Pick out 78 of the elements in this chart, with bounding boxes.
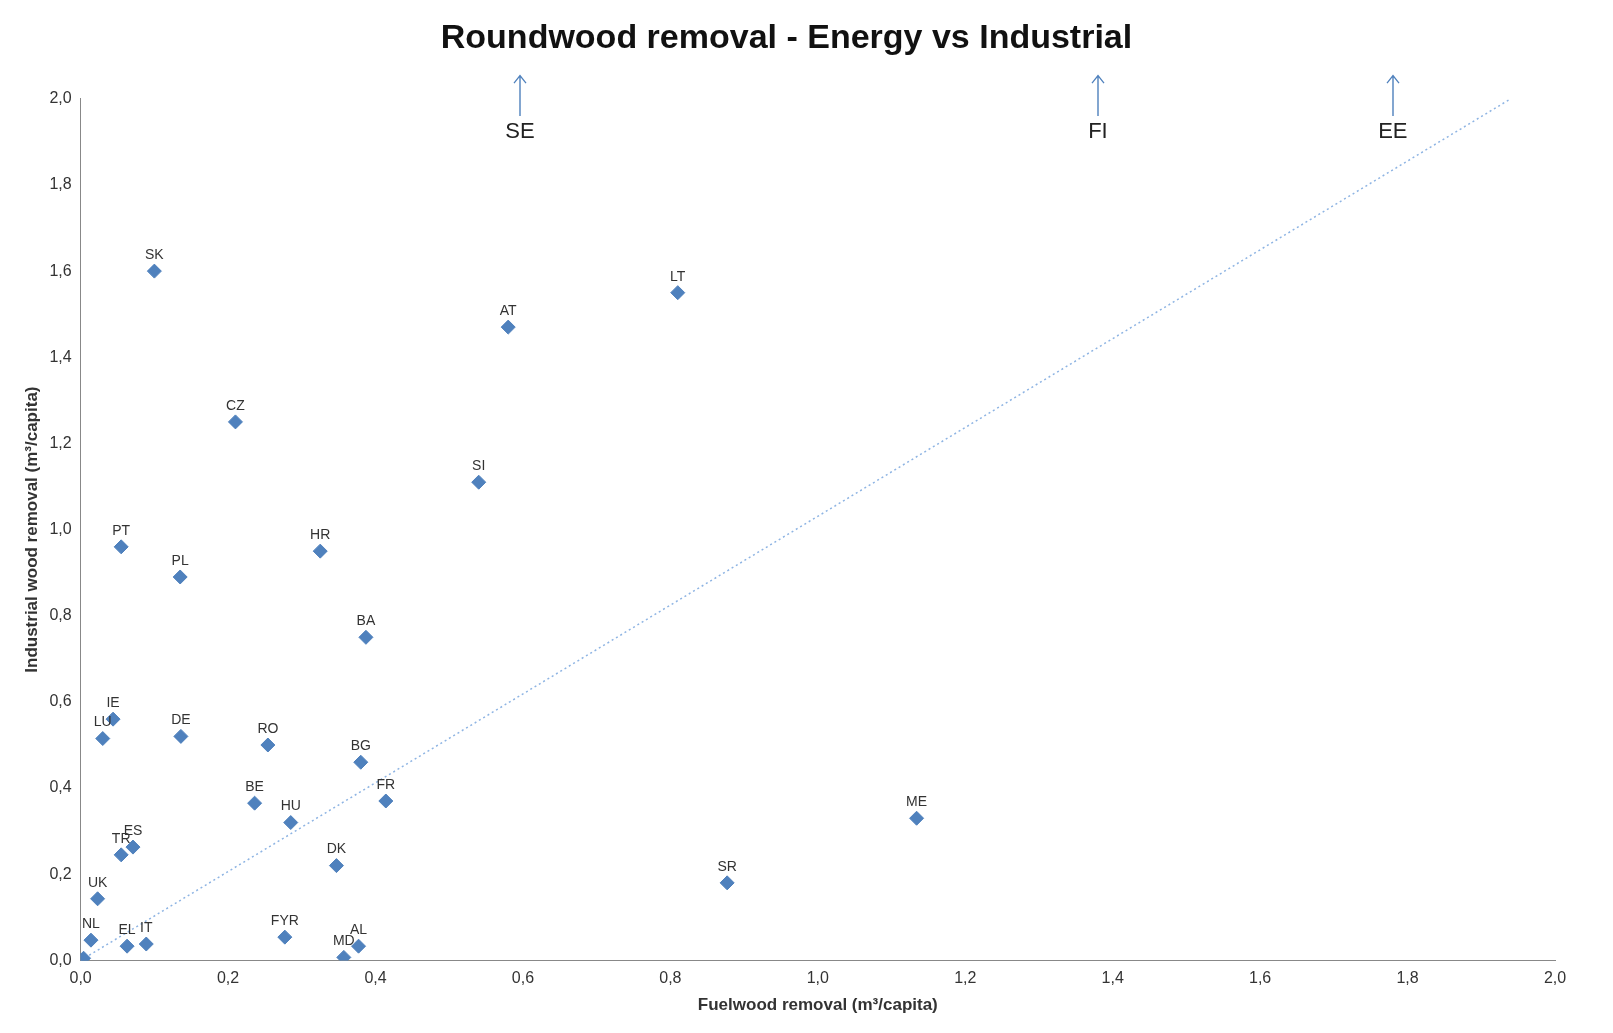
point [119, 938, 135, 954]
x-tick-label: 0,6 [511, 969, 535, 987]
point [670, 285, 686, 301]
data-label: AT [499, 301, 518, 318]
point [227, 414, 243, 430]
x-tick-label: 0,0 [69, 969, 92, 987]
point [358, 629, 374, 645]
x-tick-label: 1,4 [1101, 969, 1124, 987]
data-label: BG [350, 737, 371, 754]
x-tick-label: 0,4 [364, 969, 387, 987]
x-tick-label: 1,8 [1396, 969, 1419, 987]
data-label: IE [106, 694, 120, 711]
data-label: DE [171, 711, 191, 728]
data-label: NL [82, 915, 101, 932]
data-label: ME [906, 793, 928, 810]
y-tick-label: 1,8 [49, 175, 72, 193]
point [113, 847, 129, 863]
point [247, 795, 263, 811]
y-tick-label: 1,6 [49, 261, 72, 279]
x-tick-label: 1,6 [1249, 969, 1272, 987]
chart-title: Roundwood removal - Energy vs Industrial [440, 16, 1133, 55]
y-tick-label: 1,4 [49, 347, 72, 365]
point [312, 543, 328, 559]
y-tick-label: 1,2 [49, 433, 72, 451]
data-label: LU [93, 713, 112, 730]
data-label: FYR [270, 912, 299, 928]
point [328, 858, 344, 874]
data-label: HR [310, 526, 331, 542]
data-label: SR [717, 857, 737, 874]
data-label: SK [145, 245, 165, 262]
x-tick-label: 2,0 [1543, 969, 1567, 987]
data-label: PL [171, 551, 189, 568]
data-label: BE [245, 778, 264, 795]
data-label: FR [376, 775, 396, 792]
point [113, 539, 129, 555]
data-label: RO [257, 719, 279, 736]
point [471, 474, 487, 490]
x-tick-label: 0,8 [659, 969, 682, 987]
x-tick-label: 1,0 [806, 969, 830, 987]
annotation: SE [505, 117, 535, 143]
y-tick-label: 0,8 [49, 606, 72, 624]
data-label: PT [112, 521, 131, 538]
point [173, 728, 189, 744]
data-label: SI [472, 457, 486, 474]
data-label: HU [280, 797, 301, 814]
point [260, 737, 276, 753]
point [90, 891, 106, 907]
y-tick-label: 0,0 [49, 950, 72, 968]
annotation: FI [1088, 117, 1108, 143]
data-label: BA [356, 612, 376, 629]
y-tick-label: 0,4 [49, 778, 72, 796]
x-tick-label: 0,2 [216, 969, 240, 987]
point [95, 731, 111, 747]
data-label: UK [87, 873, 108, 890]
point [353, 754, 369, 770]
y-tick-label: 1,0 [49, 520, 72, 538]
point [283, 815, 299, 831]
data-label: IT [140, 918, 153, 935]
point [172, 569, 188, 585]
point [146, 263, 162, 279]
data-label: DK [326, 840, 347, 857]
y-axis-title: Industrial wood removal (m³/capita) [21, 386, 41, 673]
point [378, 793, 394, 809]
data-label: EL [118, 921, 136, 938]
annotation: EE [1378, 117, 1408, 143]
y-tick-label: 0,6 [49, 692, 72, 710]
point [909, 810, 925, 826]
data-label: LT [670, 267, 686, 284]
data-label: CZ [226, 396, 246, 413]
point [138, 936, 154, 952]
y-tick-label: 2,0 [49, 89, 72, 107]
point [83, 932, 99, 948]
y-tick-label: 0,2 [49, 864, 72, 882]
point [719, 875, 735, 891]
x-tick-label: 1,2 [954, 969, 977, 987]
x-axis-title: Fuelwood removal (m³/capita) [697, 995, 938, 1015]
point [500, 319, 516, 335]
point [277, 929, 293, 945]
